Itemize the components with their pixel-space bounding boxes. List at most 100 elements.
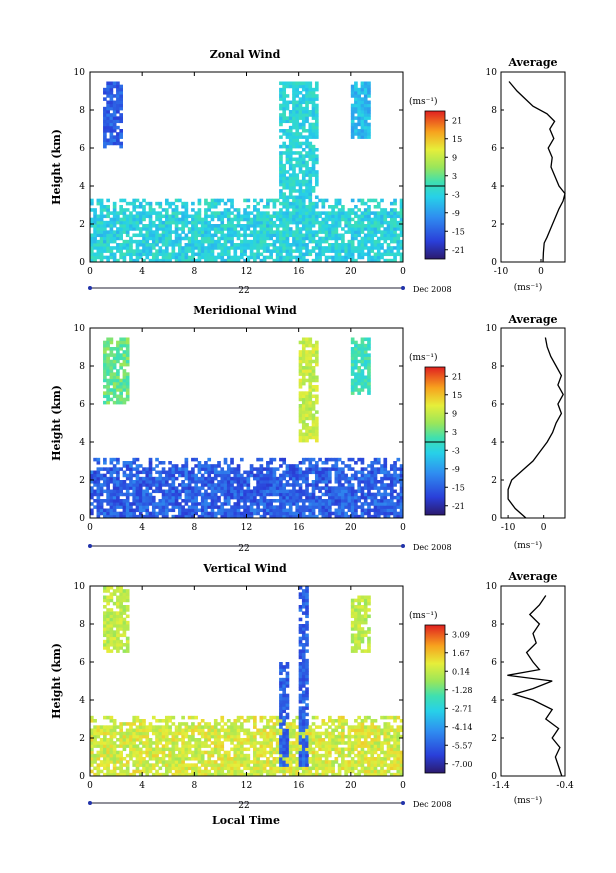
field-cell xyxy=(213,205,218,209)
field-cell xyxy=(253,467,257,471)
field-cell xyxy=(236,224,241,228)
field-cell xyxy=(106,741,110,745)
field-cell xyxy=(246,728,251,733)
field-cell xyxy=(191,731,195,736)
field-cell xyxy=(125,741,130,745)
field-cell xyxy=(301,110,306,114)
field-cell xyxy=(350,347,355,351)
field-cell xyxy=(249,220,254,225)
field-cell xyxy=(298,467,303,471)
field-cell xyxy=(337,252,342,257)
field-cell xyxy=(197,514,202,519)
field-cell xyxy=(164,719,169,723)
field-cell xyxy=(354,476,358,481)
field-cell xyxy=(171,753,176,758)
field-cell xyxy=(132,201,137,206)
field-cell xyxy=(103,728,107,733)
field-cell xyxy=(305,170,309,174)
field-cell xyxy=(295,129,300,133)
field-cell xyxy=(142,198,146,203)
field-cell xyxy=(324,489,329,494)
field-cell xyxy=(393,495,397,500)
field-cell xyxy=(122,208,127,212)
field-cell xyxy=(155,731,159,736)
field-cell xyxy=(103,646,107,650)
field-cell xyxy=(360,84,365,89)
field-cell xyxy=(272,772,277,777)
field-cell xyxy=(129,722,133,726)
field-cell xyxy=(363,91,368,95)
field-cell xyxy=(171,772,176,777)
field-cell xyxy=(383,473,388,478)
field-cell xyxy=(181,505,185,509)
field-cell xyxy=(360,132,365,136)
field-cell xyxy=(220,747,225,752)
field-cell xyxy=(239,252,244,257)
field-cell xyxy=(301,489,306,494)
field-cell xyxy=(122,369,127,373)
field-cell xyxy=(399,470,404,475)
field-cell xyxy=(282,230,287,234)
field-cell xyxy=(99,499,104,503)
field-cell xyxy=(103,375,107,380)
field-cell xyxy=(314,438,319,443)
field-cell xyxy=(344,495,348,500)
field-cell xyxy=(301,511,306,516)
field-cell xyxy=(288,179,293,184)
field-cell xyxy=(321,198,326,203)
field-cell xyxy=(109,731,114,736)
field-cell xyxy=(354,492,358,497)
field-cell xyxy=(376,492,381,497)
average-title: Average xyxy=(507,56,557,69)
field-cell xyxy=(314,464,319,468)
field-cell xyxy=(132,734,137,739)
field-cell xyxy=(357,249,362,253)
field-cell xyxy=(161,243,166,247)
field-cell xyxy=(292,122,296,127)
field-cell xyxy=(272,760,277,764)
field-cell xyxy=(93,246,97,250)
field-cell xyxy=(305,258,309,263)
field-cell xyxy=(373,514,378,519)
field-cell xyxy=(220,766,225,771)
field-cell xyxy=(350,362,355,367)
field-cell xyxy=(122,514,127,519)
field-cell xyxy=(256,502,260,506)
field-cell xyxy=(363,375,368,380)
field-cell xyxy=(357,369,362,373)
field-cell xyxy=(119,119,123,124)
field-cell xyxy=(220,715,225,720)
field-cell xyxy=(367,359,371,364)
field-cell xyxy=(99,214,104,219)
field-cell xyxy=(194,233,198,238)
field-cell xyxy=(341,495,345,500)
field-cell xyxy=(174,214,179,219)
field-cell xyxy=(119,217,123,222)
field-cell xyxy=(266,769,270,774)
field-cell xyxy=(354,91,358,95)
field-cell xyxy=(213,495,218,500)
field-cell xyxy=(347,249,352,253)
field-cell xyxy=(350,249,355,253)
field-cell xyxy=(308,470,313,475)
field-cell xyxy=(275,492,280,497)
field-cell xyxy=(308,461,313,465)
field-cell xyxy=(112,388,117,392)
field-cell xyxy=(184,502,189,506)
field-cell xyxy=(396,499,401,503)
field-cell xyxy=(109,611,114,615)
field-cell xyxy=(197,227,202,231)
field-cell xyxy=(122,630,127,634)
field-cell xyxy=(112,135,117,139)
field-cell xyxy=(246,224,251,228)
field-cell xyxy=(298,179,303,184)
field-cell xyxy=(90,473,94,478)
field-cell xyxy=(314,103,319,108)
field-cell xyxy=(357,483,362,487)
field-cell xyxy=(285,217,290,222)
field-cell xyxy=(298,167,303,171)
field-cell xyxy=(132,220,137,225)
field-cell xyxy=(243,480,247,484)
field-cell xyxy=(181,470,185,475)
field-cell xyxy=(109,586,114,590)
